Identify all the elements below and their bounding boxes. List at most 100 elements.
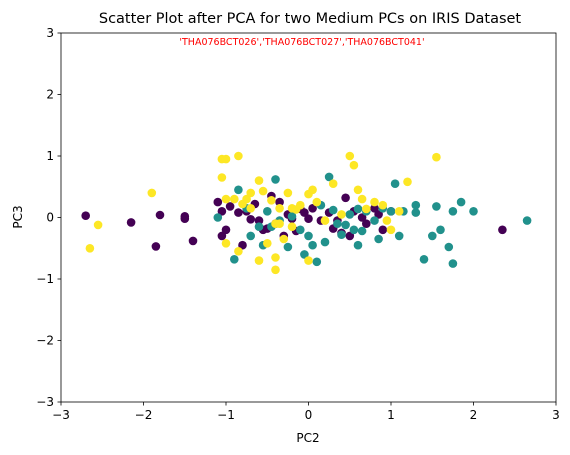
data-point-series-1-27 <box>357 226 367 236</box>
data-point-series-1-29 <box>370 216 379 225</box>
data-point-series-1-39 <box>432 202 441 211</box>
data-point-series-1-18 <box>320 237 330 247</box>
data-point-series-0-29 <box>308 204 317 213</box>
data-point-series-1-0 <box>234 185 243 195</box>
data-point-series-2-2 <box>147 188 157 198</box>
data-point-series-2-39 <box>271 253 280 262</box>
data-point-series-1-15 <box>308 240 317 250</box>
data-point-series-1-45 <box>469 207 478 216</box>
data-point-series-1-21 <box>333 219 342 228</box>
data-point-series-0-16 <box>254 216 264 225</box>
data-point-series-2-38 <box>271 265 280 275</box>
data-point-series-0-45 <box>238 240 247 250</box>
data-point-series-2-0 <box>85 244 95 253</box>
data-point-series-1-10 <box>283 242 293 252</box>
data-point-series-1-41 <box>444 242 454 252</box>
data-point-series-1-16 <box>312 257 322 267</box>
data-point-series-2-14 <box>267 196 276 205</box>
data-point-series-0-10 <box>221 225 231 235</box>
data-point-series-1-32 <box>386 207 396 216</box>
data-point-series-2-40 <box>304 256 313 265</box>
data-point-series-1-12 <box>296 225 305 235</box>
data-point-series-1-40 <box>436 225 445 235</box>
data-point-series-1-38 <box>428 231 437 241</box>
data-point-series-1-34 <box>394 231 404 241</box>
data-point-series-2-27 <box>337 210 346 219</box>
data-point-series-0-0 <box>81 211 90 220</box>
x-tick-label: −1 <box>217 408 235 422</box>
data-point-series-1-44 <box>456 197 466 207</box>
data-point-series-0-40 <box>370 204 379 213</box>
data-point-series-2-45 <box>357 194 367 204</box>
x-tick-label: 1 <box>387 408 395 422</box>
y-tick-label: 3 <box>46 26 54 40</box>
data-point-series-2-16 <box>275 204 284 213</box>
data-point-series-1-1 <box>230 254 239 264</box>
data-point-series-0-39 <box>362 219 371 228</box>
y-tick-label: 0 <box>46 211 54 225</box>
data-point-series-2-36 <box>432 152 441 162</box>
data-point-series-2-42 <box>234 247 243 256</box>
data-point-series-2-26 <box>328 179 338 188</box>
data-point-series-2-47 <box>394 207 404 216</box>
y-tick-label: 2 <box>46 88 54 102</box>
data-point-series-2-24 <box>312 197 322 207</box>
data-point-series-1-36 <box>411 208 421 217</box>
data-point-series-2-33 <box>378 200 388 210</box>
data-point-series-0-9 <box>217 207 227 216</box>
x-axis-label: PC2 <box>296 431 319 445</box>
data-point-series-2-18 <box>283 188 293 198</box>
y-axis-label: PC3 <box>11 205 25 228</box>
data-point-series-0-28 <box>304 214 313 223</box>
data-point-series-2-30 <box>353 185 363 195</box>
data-point-series-2-46 <box>242 194 251 204</box>
chart-annotation: 'THA076BCT026','THA076BCT027','THA076BCT… <box>179 37 424 48</box>
data-point-series-0-11 <box>225 202 235 211</box>
data-point-series-1-30 <box>374 234 383 244</box>
data-point-series-0-27 <box>300 208 309 217</box>
data-point-series-0-1 <box>126 218 136 227</box>
data-point-series-0-7 <box>213 197 223 207</box>
data-point-series-0-5 <box>180 214 190 223</box>
data-point-series-2-1 <box>93 220 103 230</box>
x-tick-label: −2 <box>135 408 153 422</box>
data-point-series-2-17 <box>279 234 289 244</box>
data-point-series-1-43 <box>448 207 458 216</box>
data-point-series-2-43 <box>246 188 255 198</box>
data-point-series-2-12 <box>258 186 268 196</box>
chart-title: Scatter Plot after PCA for two Medium PC… <box>99 11 522 27</box>
data-point-series-2-41 <box>221 239 231 248</box>
data-point-series-2-32 <box>370 197 379 207</box>
data-point-series-0-35 <box>341 193 350 203</box>
ticks-layer: −3 −2 −1 0 1 2 3 −3 −2 −1 0 1 2 3 <box>36 26 560 422</box>
data-point-series-2-10 <box>246 204 255 213</box>
data-point-series-2-7 <box>221 194 231 204</box>
points-layer <box>81 151 532 275</box>
data-point-series-2-4 <box>221 154 231 164</box>
data-point-series-2-6 <box>217 173 227 182</box>
x-tick-label: 2 <box>470 408 478 422</box>
data-point-series-2-48 <box>287 204 297 213</box>
data-point-series-0-36 <box>345 231 355 241</box>
data-point-series-2-19 <box>287 222 297 231</box>
data-point-series-2-35 <box>403 177 412 187</box>
data-point-series-2-21 <box>296 200 305 210</box>
data-point-series-2-11 <box>254 176 264 185</box>
data-point-series-0-21 <box>275 197 284 207</box>
data-point-series-2-23 <box>308 185 317 195</box>
data-point-series-1-13 <box>304 231 313 241</box>
data-point-series-0-2 <box>151 242 161 251</box>
data-point-series-1-4 <box>254 222 264 231</box>
y-tick-label: −1 <box>36 272 54 286</box>
y-tick-label: −2 <box>36 334 54 348</box>
data-point-series-1-48 <box>213 213 223 222</box>
data-point-series-1-14 <box>300 250 309 259</box>
x-tick-label: 3 <box>552 408 560 422</box>
data-point-series-0-14 <box>246 215 255 224</box>
x-tick-label: −3 <box>52 408 70 422</box>
data-point-series-1-11 <box>287 212 297 221</box>
data-point-series-1-20 <box>328 205 338 215</box>
data-point-series-2-5 <box>234 151 243 161</box>
data-point-series-2-31 <box>362 204 371 214</box>
